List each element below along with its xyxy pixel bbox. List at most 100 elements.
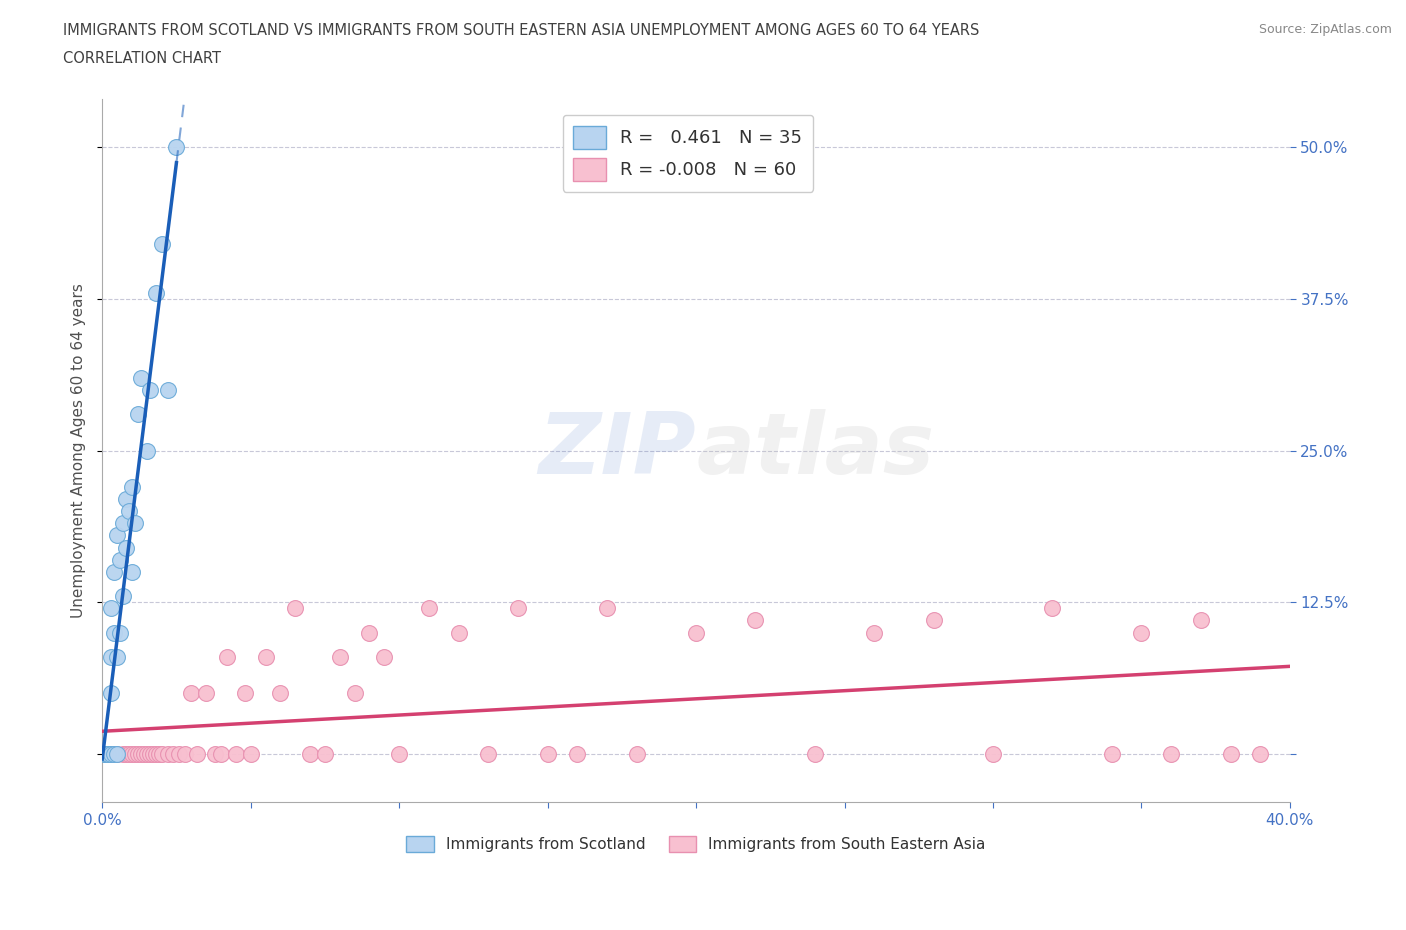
Point [103, 625, 125, 640]
Point [115, 492, 138, 507]
Point [121, 565, 143, 579]
Point [145, 747, 167, 762]
Point [118, 504, 141, 519]
Point [150, 747, 173, 762]
Point [567, 747, 589, 762]
Point [186, 747, 208, 762]
Point [204, 747, 226, 762]
Point [299, 747, 322, 762]
Point [165, 140, 187, 154]
Point [536, 747, 558, 762]
Point [329, 649, 352, 664]
Text: atlas: atlas [696, 409, 934, 492]
Point [233, 685, 256, 700]
Point [744, 613, 766, 628]
Point [1040, 601, 1063, 616]
Point [596, 601, 619, 616]
Point [97, 747, 120, 762]
Point [314, 747, 336, 762]
Point [1249, 747, 1271, 762]
Point [138, 382, 160, 397]
Point [156, 747, 179, 762]
Point [105, 747, 128, 762]
Point [1101, 747, 1123, 762]
Point [129, 747, 152, 762]
Point [225, 747, 247, 762]
Legend: Immigrants from Scotland, Immigrants from South Eastern Asia: Immigrants from Scotland, Immigrants fro… [401, 830, 991, 858]
Point [209, 747, 232, 762]
Point [145, 286, 167, 300]
Point [111, 747, 134, 762]
Point [118, 747, 141, 762]
Point [174, 747, 197, 762]
Point [150, 237, 173, 252]
Point [97, 747, 120, 762]
Point [215, 649, 238, 664]
Point [373, 649, 395, 664]
Point [100, 649, 122, 664]
Point [115, 747, 138, 762]
Point [180, 685, 202, 700]
Point [447, 625, 470, 640]
Text: Source: ZipAtlas.com: Source: ZipAtlas.com [1258, 23, 1392, 36]
Point [239, 747, 262, 762]
Point [100, 747, 122, 762]
Point [94, 747, 117, 762]
Point [863, 625, 886, 640]
Point [132, 747, 155, 762]
Point [105, 649, 128, 664]
Point [142, 747, 165, 762]
Text: ZIP: ZIP [538, 409, 696, 492]
Point [111, 589, 134, 604]
Point [506, 601, 529, 616]
Point [269, 685, 291, 700]
Point [94, 747, 117, 762]
Point [388, 747, 411, 762]
Point [103, 747, 125, 762]
Point [1130, 625, 1153, 640]
Point [135, 747, 157, 762]
Point [124, 516, 146, 531]
Point [100, 747, 122, 762]
Point [124, 747, 146, 762]
Point [343, 685, 366, 700]
Point [284, 601, 307, 616]
Point [138, 747, 160, 762]
Y-axis label: Unemployment Among Ages 60 to 64 years: Unemployment Among Ages 60 to 64 years [72, 283, 86, 618]
Point [121, 747, 143, 762]
Point [108, 625, 131, 640]
Point [359, 625, 381, 640]
Point [148, 747, 170, 762]
Point [100, 685, 122, 700]
Point [804, 747, 827, 762]
Point [477, 747, 499, 762]
Point [922, 613, 945, 628]
Point [108, 552, 131, 567]
Point [195, 685, 218, 700]
Text: IMMIGRANTS FROM SCOTLAND VS IMMIGRANTS FROM SOUTH EASTERN ASIA UNEMPLOYMENT AMON: IMMIGRANTS FROM SCOTLAND VS IMMIGRANTS F… [63, 23, 980, 38]
Point [103, 565, 125, 579]
Point [97, 747, 120, 762]
Point [685, 625, 707, 640]
Point [111, 516, 134, 531]
Point [135, 443, 157, 458]
Point [162, 747, 184, 762]
Point [254, 649, 277, 664]
Point [1160, 747, 1182, 762]
Point [1219, 747, 1241, 762]
Point [97, 747, 120, 762]
Point [626, 747, 648, 762]
Point [169, 747, 191, 762]
Point [418, 601, 440, 616]
Point [121, 480, 143, 495]
Point [127, 747, 149, 762]
Point [981, 747, 1004, 762]
Point [100, 601, 122, 616]
Point [156, 382, 179, 397]
Point [94, 747, 117, 762]
Point [105, 528, 128, 543]
Point [105, 747, 128, 762]
Point [127, 406, 149, 421]
Text: CORRELATION CHART: CORRELATION CHART [63, 51, 221, 66]
Point [115, 540, 138, 555]
